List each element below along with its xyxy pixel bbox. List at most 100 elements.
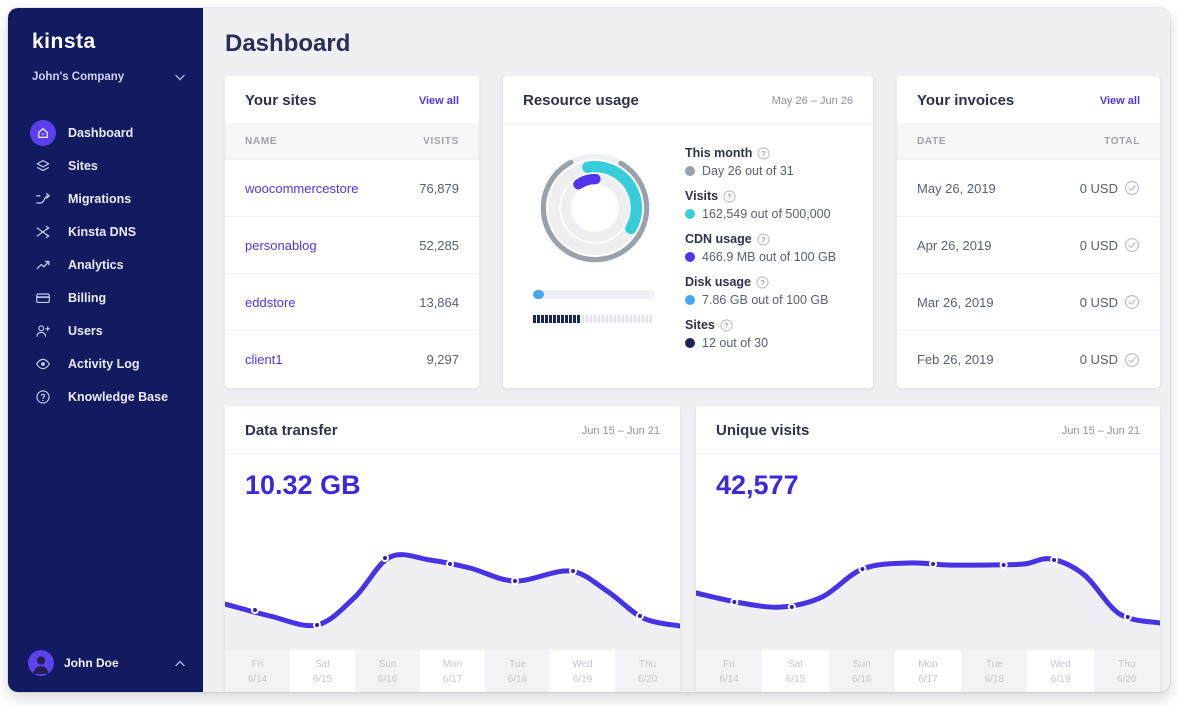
user-menu[interactable]: John Doe xyxy=(8,636,203,692)
site-name-link[interactable]: woocommercestore xyxy=(245,180,359,196)
sidebar-item-label: Knowledge Base xyxy=(68,389,169,404)
svg-text:?: ? xyxy=(761,235,766,244)
chevron-up-icon xyxy=(175,654,185,672)
sidebar-item-billing[interactable]: Billing xyxy=(8,281,203,314)
legend-label: Disk usage xyxy=(685,275,752,289)
sidebar-item-kinsta-dns[interactable]: Kinsta DNS xyxy=(8,215,203,248)
company-name: John's Company xyxy=(32,71,125,83)
site-visits: 52,285 xyxy=(419,237,459,253)
legend-dot xyxy=(685,209,695,219)
add-user-icon xyxy=(30,318,56,344)
your-sites-title: Your sites xyxy=(245,92,317,109)
sidebar-item-label: Analytics xyxy=(68,257,124,272)
resource-usage-card: Resource usage May 26 – Jun 26 This mont… xyxy=(503,76,873,388)
site-visits: 9,297 xyxy=(426,352,459,367)
legend-value: 12 out of 30 xyxy=(702,336,769,350)
legend-value: 162,549 out of 500,000 xyxy=(702,207,831,221)
sidebar-item-label: Sites xyxy=(68,158,98,173)
data-transfer-card: Data transfer Jun 15 – Jun 21 10.32 GB F… xyxy=(225,406,680,692)
unique-visits-x-axis: Fri 6/14 Sat 6/15 Sun 6/16 Mon 6/17 Tue 6/18 Wed 6/… xyxy=(696,649,1160,692)
legend-dot xyxy=(685,252,695,262)
invoice-date: Mar 26, 2019 xyxy=(917,294,994,310)
site-row: woocommercestore 76,879 xyxy=(225,160,479,217)
invoice-row[interactable]: Feb 26, 2019 0 USD xyxy=(897,331,1160,388)
invoice-row[interactable]: Mar 26, 2019 0 USD xyxy=(897,274,1160,331)
axis-day-label: Thu 6/20 xyxy=(615,650,680,692)
legend-label: Visits xyxy=(685,189,719,203)
help-icon[interactable]: ? xyxy=(720,318,733,332)
legend-item-this-month: This month ? Day 26 out of 31 xyxy=(685,146,853,178)
data-transfer-total: 10.32 GB xyxy=(245,470,361,500)
check-circle-icon xyxy=(1124,294,1140,310)
axis-day-label: Mon 6/17 xyxy=(442,659,463,685)
page-title: Dashboard xyxy=(225,30,351,57)
sidebar-item-activity-log[interactable]: Activity Log xyxy=(8,347,203,380)
disk-usage-fill xyxy=(533,290,544,299)
site-row: eddstore 13,864 xyxy=(225,274,479,331)
chevron-down-icon xyxy=(175,68,185,86)
axis-day-label: Mon 6/17 xyxy=(918,659,938,685)
legend-value: 466.9 MB out of 100 GB xyxy=(702,250,837,264)
unique-visits-card: Unique visits Jun 15 – Jun 21 42,577 Fri… xyxy=(696,406,1160,692)
axis-day-label: Sun 6/16 xyxy=(355,650,420,692)
avatar xyxy=(28,650,54,676)
resource-usage-title: Resource usage xyxy=(523,92,639,109)
sites-table-header: Name Visits xyxy=(225,124,479,160)
sidebar-item-label: Activity Log xyxy=(68,356,140,371)
site-name-link[interactable]: personablog xyxy=(245,237,317,253)
help-icon[interactable]: ? xyxy=(756,275,769,289)
sidebar-item-analytics[interactable]: Analytics xyxy=(8,248,203,281)
sidebar-item-users[interactable]: Users xyxy=(8,314,203,347)
sidebar-item-dashboard[interactable]: Dashboard xyxy=(8,116,203,149)
sites-usage-bar xyxy=(533,315,652,323)
main-content: Dashboard Your sites View all Name Visit… xyxy=(203,8,1170,692)
invoice-total: 0 USD xyxy=(1079,352,1118,367)
site-row: personablog 52,285 xyxy=(225,217,479,274)
axis-day-label: Fri 6/14 xyxy=(225,650,290,692)
help-icon[interactable]: ? xyxy=(757,232,770,246)
app-window: Kinsta John's Company Dashboard Sites xyxy=(8,8,1170,692)
legend-dot xyxy=(685,166,695,176)
merge-arrow-icon xyxy=(30,186,56,212)
help-icon[interactable]: ? xyxy=(757,146,770,160)
sidebar-item-label: Users xyxy=(68,323,103,338)
sidebar-item-sites[interactable]: Sites xyxy=(8,149,203,182)
column-header-total: Total xyxy=(1104,136,1140,147)
legend-label: CDN usage xyxy=(685,232,752,246)
invoice-row[interactable]: Apr 26, 2019 0 USD xyxy=(897,217,1160,274)
svg-text:?: ? xyxy=(724,321,729,330)
invoice-date: May 26, 2019 xyxy=(917,180,996,196)
resource-usage-date-range: May 26 – Jun 26 xyxy=(771,94,853,107)
help-icon[interactable]: ? xyxy=(723,189,736,203)
legend-item-visits: Visits ? 162,549 out of 500,000 xyxy=(685,189,853,221)
sidebar-item-label: Kinsta DNS xyxy=(68,224,137,239)
invoice-row[interactable]: May 26, 2019 0 USD xyxy=(897,160,1160,217)
home-icon xyxy=(30,119,56,146)
company-selector[interactable]: John's Company xyxy=(8,54,203,86)
axis-day-label: Sun 6/16 xyxy=(828,650,895,692)
legend-value: 7.86 GB out of 100 GB xyxy=(702,293,829,307)
unique-visits-title: Unique visits xyxy=(716,422,810,439)
resource-usage-legend: This month ? Day 26 out of 31 Visits ? 1… xyxy=(685,144,853,361)
site-name-link[interactable]: eddstore xyxy=(245,294,296,310)
your-invoices-view-all-link[interactable]: View all xyxy=(1099,94,1140,107)
axis-day-label: Fri 6/14 xyxy=(696,650,763,692)
axis-day-label: Wed 6/19 xyxy=(572,659,593,685)
sidebar-item-label: Billing xyxy=(68,290,107,305)
legend-item-cdn-usage: CDN usage ? 466.9 MB out of 100 GB xyxy=(685,232,853,264)
site-visits: 13,864 xyxy=(419,294,459,310)
sidebar-item-label: Dashboard xyxy=(68,125,134,140)
sidebar-item-knowledge-base[interactable]: Knowledge Base xyxy=(8,380,203,413)
disk-usage-bar xyxy=(533,290,655,299)
site-name-link[interactable]: client1 xyxy=(245,352,283,367)
your-sites-view-all-link[interactable]: View all xyxy=(418,94,459,107)
check-circle-icon xyxy=(1124,180,1140,196)
axis-day-label: Tue 6/18 xyxy=(485,650,550,692)
question-circle-icon xyxy=(30,384,56,410)
sidebar-item-migrations[interactable]: Migrations xyxy=(8,182,203,215)
axis-day-label: Thu 6/20 xyxy=(1093,650,1160,692)
column-header-date: Date xyxy=(917,136,947,147)
legend-label: Sites xyxy=(685,318,715,332)
invoice-date: Apr 26, 2019 xyxy=(917,237,992,253)
data-transfer-title: Data transfer xyxy=(245,422,338,439)
